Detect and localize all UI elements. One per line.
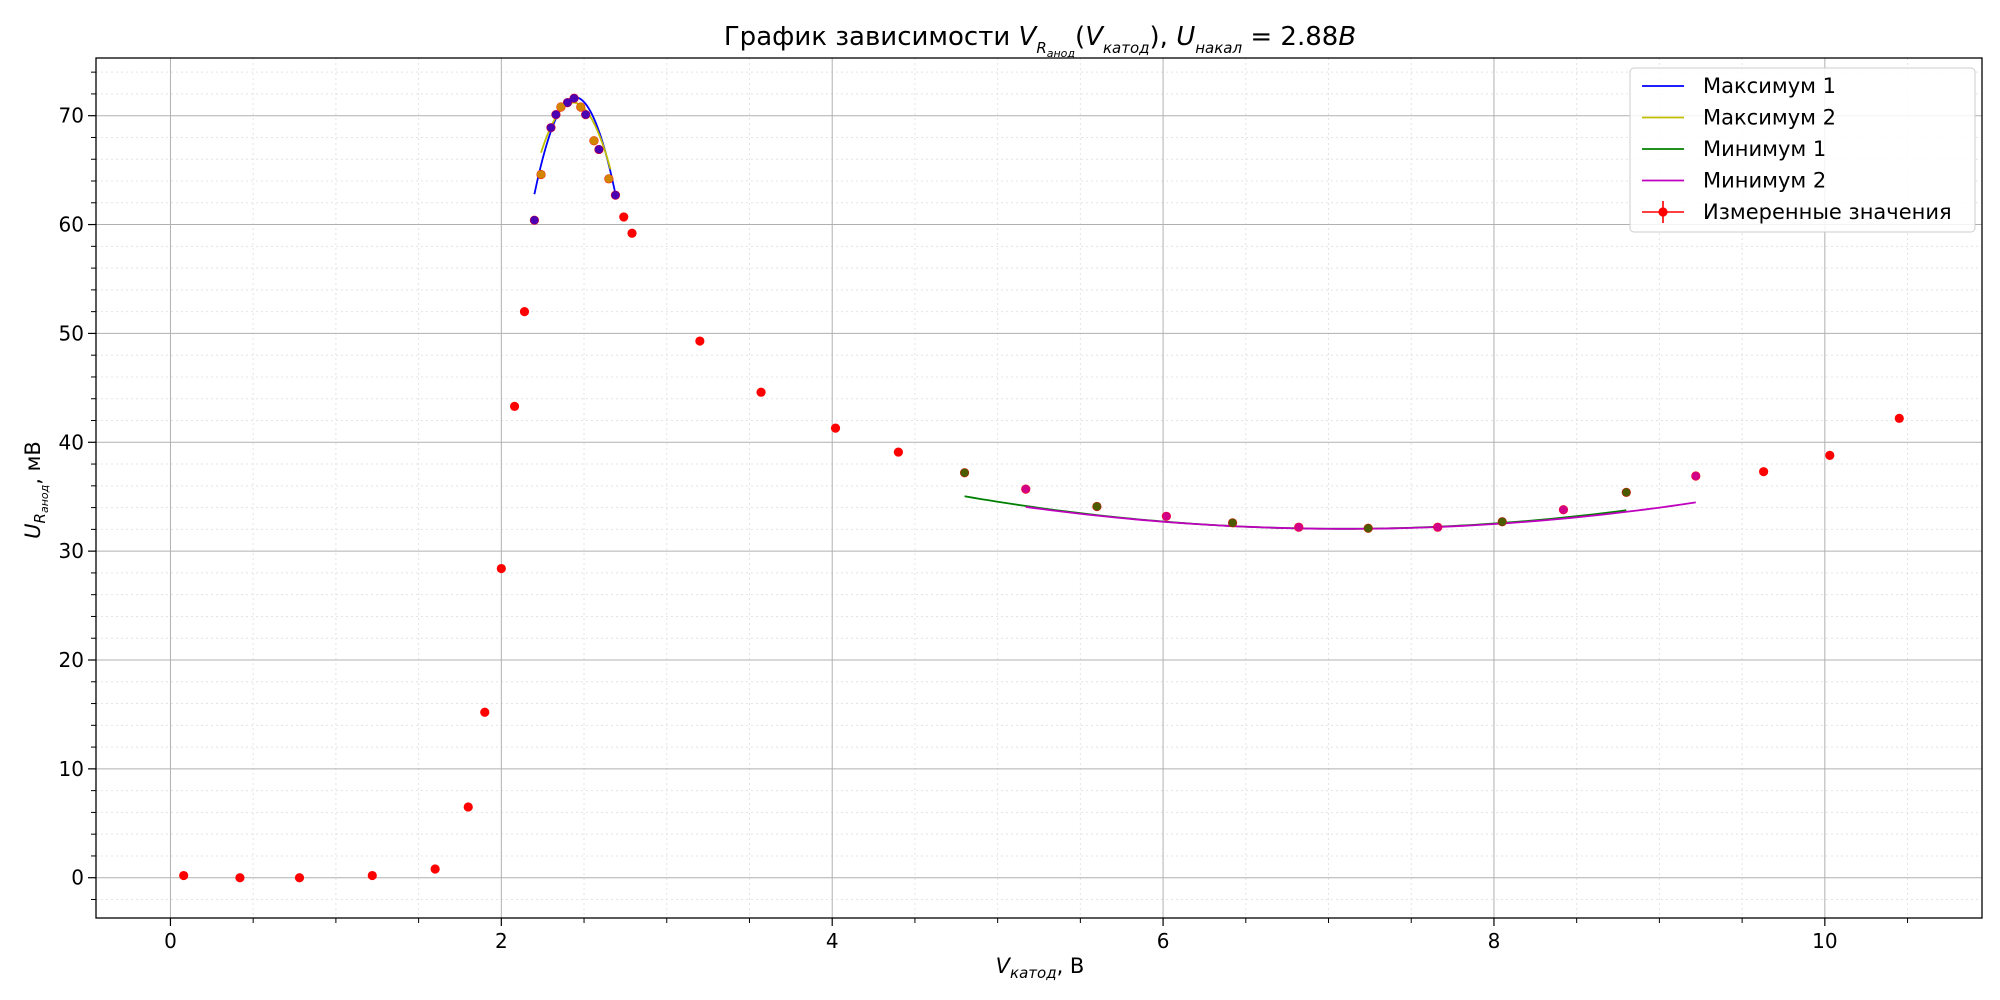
legend-label: Максимум 2 (1703, 106, 1836, 130)
measured-point (519, 307, 530, 317)
y-tick-label: 20 (59, 648, 84, 672)
measured-point (695, 336, 705, 346)
fit-curve-Минимум 2 (1025, 501, 1696, 530)
measured-point (430, 864, 440, 874)
fit-point (1162, 512, 1171, 521)
measured-point (179, 870, 189, 881)
y-tick-label: 70 (59, 104, 84, 128)
fit-point (589, 136, 599, 145)
plot-frame (95, 57, 1983, 919)
measured-point (480, 707, 490, 717)
y-tick-label: 10 (59, 757, 84, 781)
legend: Максимум 1 Максимум 2 Минимум 1 Минимум 2 Из… (1629, 67, 1976, 233)
legend-label: Минимум 1 (1703, 137, 1826, 161)
fit-point (1433, 522, 1442, 532)
fit-point (1294, 522, 1303, 532)
measured-point (294, 873, 305, 883)
x-tick-label: 0 (164, 929, 177, 953)
y-tick-label: 40 (59, 430, 84, 454)
fit-point (1021, 484, 1030, 494)
y-tick-label: 60 (59, 213, 84, 237)
measured-point (235, 873, 245, 883)
fit-point (536, 170, 546, 179)
data-markers (179, 93, 1904, 883)
measured-point (756, 387, 766, 397)
fit-point (581, 110, 590, 119)
x-axis-label: Vкатод, В (996, 954, 1085, 982)
measured-point (893, 447, 903, 457)
plot-area: 0 2 4 6 8 10 0 10 20 30 40 50 60 70 (59, 57, 1983, 953)
fit-curve-Максимум 2 (540, 101, 612, 170)
fit-point (569, 94, 579, 103)
fit-point (1364, 524, 1373, 533)
fit-point (1092, 502, 1102, 511)
y-tick-label: 30 (59, 539, 84, 563)
fit-point (1622, 488, 1631, 497)
axis-ticks (88, 71, 1909, 926)
measured-point (830, 423, 841, 433)
legend-box (1629, 67, 1976, 233)
y-tick-label: 0 (71, 866, 84, 890)
measured-point (1759, 467, 1769, 477)
x-tick-label: 2 (495, 929, 508, 953)
fit-point (546, 123, 556, 132)
minor-grid (96, 58, 1982, 918)
measured-point (627, 228, 637, 238)
y-axis-label: URанод, мВ (21, 441, 51, 539)
x-tick-label: 4 (826, 929, 839, 953)
fit-point (1228, 518, 1237, 528)
measured-point (619, 212, 629, 222)
measured-point (509, 401, 520, 411)
fit-point (960, 468, 969, 477)
measured-point (496, 563, 506, 574)
fit-point (551, 110, 561, 119)
legend-marker (1658, 207, 1668, 217)
fit-point (1498, 517, 1507, 526)
fit-point (611, 190, 620, 200)
fit-point (576, 102, 585, 112)
legend-label: Максимум 1 (1703, 74, 1836, 98)
x-tick-label: 8 (1488, 929, 1501, 953)
measured-point (367, 870, 377, 881)
measured-point (1825, 450, 1835, 460)
legend-label: Минимум 2 (1703, 169, 1826, 193)
fit-point (563, 98, 572, 107)
legend-label: Измеренные значения (1703, 200, 1952, 224)
x-tick-label: 6 (1157, 929, 1170, 953)
fit-point (530, 216, 539, 225)
chart-title: График зависимости VRанод(Vкатод), Uнака… (724, 22, 1356, 60)
fit-point (1559, 505, 1568, 514)
fit-point (1691, 471, 1700, 481)
y-tick-label: 50 (59, 321, 84, 345)
tick-labels: 0 2 4 6 8 10 0 10 20 30 40 50 60 70 (59, 104, 1838, 953)
x-tick-label: 10 (1812, 929, 1837, 953)
measured-point (463, 802, 473, 812)
fit-point (604, 174, 614, 184)
measured-point (1894, 413, 1904, 423)
fit-point (594, 145, 604, 154)
fit-point (556, 102, 566, 112)
